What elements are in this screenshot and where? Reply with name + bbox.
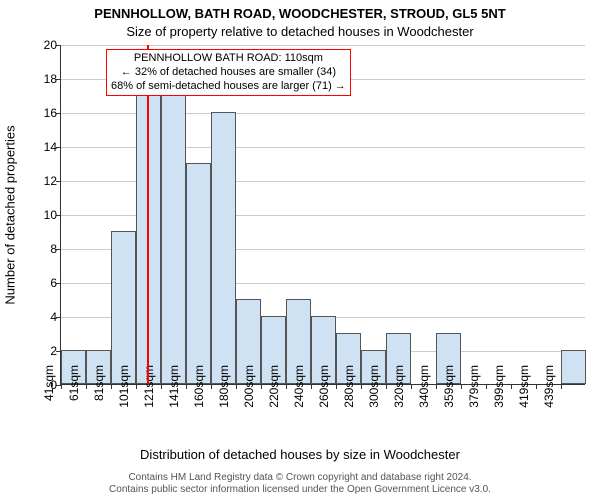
grid-line: [61, 45, 585, 46]
annotation-line2: ← 32% of detached houses are smaller (34…: [111, 66, 346, 80]
x-tick-mark: [411, 384, 412, 389]
chart-title-line2: Size of property relative to detached ho…: [0, 24, 600, 39]
annotation-box: PENNHOLLOW BATH ROAD: 110sqm← 32% of det…: [106, 49, 351, 96]
annotation-line3: 68% of semi-detached houses are larger (…: [111, 80, 346, 94]
x-tick-label: 41sqm: [42, 365, 56, 415]
x-tick-mark: [286, 384, 287, 389]
footer-line1: Contains HM Land Registry data © Crown c…: [0, 472, 600, 484]
y-axis-label: Number of detached properties: [3, 125, 18, 304]
x-tick-mark: [386, 384, 387, 389]
x-tick-label: 160sqm: [192, 365, 206, 415]
x-tick-mark: [311, 384, 312, 389]
x-tick-label: 101sqm: [117, 365, 131, 415]
histogram-bar: [111, 231, 136, 384]
y-tick-label: 6: [50, 276, 57, 290]
x-tick-mark: [361, 384, 362, 389]
x-tick-label: 379sqm: [467, 365, 481, 415]
x-tick-mark: [536, 384, 537, 389]
x-tick-mark: [561, 384, 562, 389]
y-tick-label: 20: [44, 38, 57, 52]
x-tick-label: 220sqm: [267, 365, 281, 415]
x-tick-label: 300sqm: [367, 365, 381, 415]
x-tick-label: 280sqm: [342, 365, 356, 415]
x-tick-label: 61sqm: [67, 365, 81, 415]
x-tick-mark: [186, 384, 187, 389]
y-tick-label: 10: [44, 208, 57, 222]
footer-line2: Contains public sector information licen…: [0, 484, 600, 496]
histogram-bar: [561, 350, 586, 384]
x-tick-mark: [211, 384, 212, 389]
x-tick-label: 320sqm: [392, 365, 406, 415]
x-tick-mark: [511, 384, 512, 389]
plot-area: 0246810121416182041sqm61sqm81sqm101sqm12…: [60, 45, 585, 385]
x-tick-mark: [486, 384, 487, 389]
chart-title-line1: PENNHOLLOW, BATH ROAD, WOODCHESTER, STRO…: [0, 6, 600, 21]
x-tick-mark: [461, 384, 462, 389]
x-tick-mark: [336, 384, 337, 389]
x-axis-label: Distribution of detached houses by size …: [0, 447, 600, 462]
x-tick-mark: [261, 384, 262, 389]
x-tick-label: 419sqm: [517, 365, 531, 415]
x-tick-label: 200sqm: [242, 365, 256, 415]
footer-attribution: Contains HM Land Registry data © Crown c…: [0, 472, 600, 496]
x-tick-label: 141sqm: [167, 365, 181, 415]
x-tick-mark: [436, 384, 437, 389]
x-tick-label: 340sqm: [417, 365, 431, 415]
y-tick-label: 2: [50, 344, 57, 358]
x-tick-label: 359sqm: [442, 365, 456, 415]
x-tick-label: 240sqm: [292, 365, 306, 415]
y-tick-label: 16: [44, 106, 57, 120]
y-tick-label: 4: [50, 310, 57, 324]
x-tick-label: 81sqm: [92, 365, 106, 415]
x-tick-label: 260sqm: [317, 365, 331, 415]
histogram-bar: [161, 95, 186, 384]
x-tick-label: 399sqm: [492, 365, 506, 415]
annotation-line1: PENNHOLLOW BATH ROAD: 110sqm: [111, 52, 346, 66]
x-tick-mark: [161, 384, 162, 389]
histogram-bar: [211, 112, 236, 384]
histogram-bar: [186, 163, 211, 384]
x-tick-mark: [236, 384, 237, 389]
x-tick-mark: [111, 384, 112, 389]
x-tick-mark: [86, 384, 87, 389]
x-tick-mark: [61, 384, 62, 389]
x-tick-mark: [136, 384, 137, 389]
y-tick-label: 18: [44, 72, 57, 86]
y-tick-label: 8: [50, 242, 57, 256]
x-tick-label: 439sqm: [542, 365, 556, 415]
x-tick-label: 180sqm: [217, 365, 231, 415]
y-tick-label: 12: [44, 174, 57, 188]
y-tick-label: 14: [44, 140, 57, 154]
